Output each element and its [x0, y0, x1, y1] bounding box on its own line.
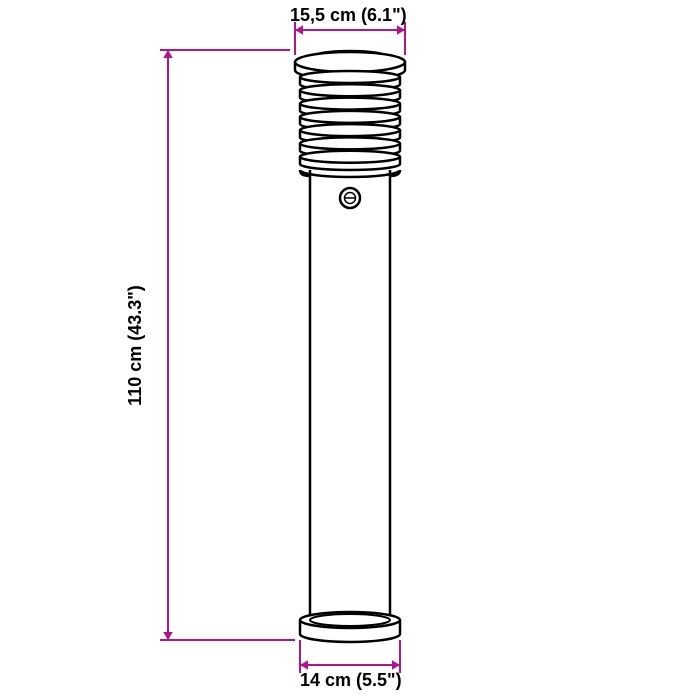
diagram-container: 15,5 cm (6.1") 110 cm (43.3") 14 cm (5.5… [0, 0, 700, 700]
dimension-diagram [0, 0, 700, 700]
top-width-label: 15,5 cm (6.1") [290, 5, 407, 26]
height-label: 110 cm (43.3") [125, 285, 146, 406]
base-width-label: 14 cm (5.5") [300, 670, 402, 691]
